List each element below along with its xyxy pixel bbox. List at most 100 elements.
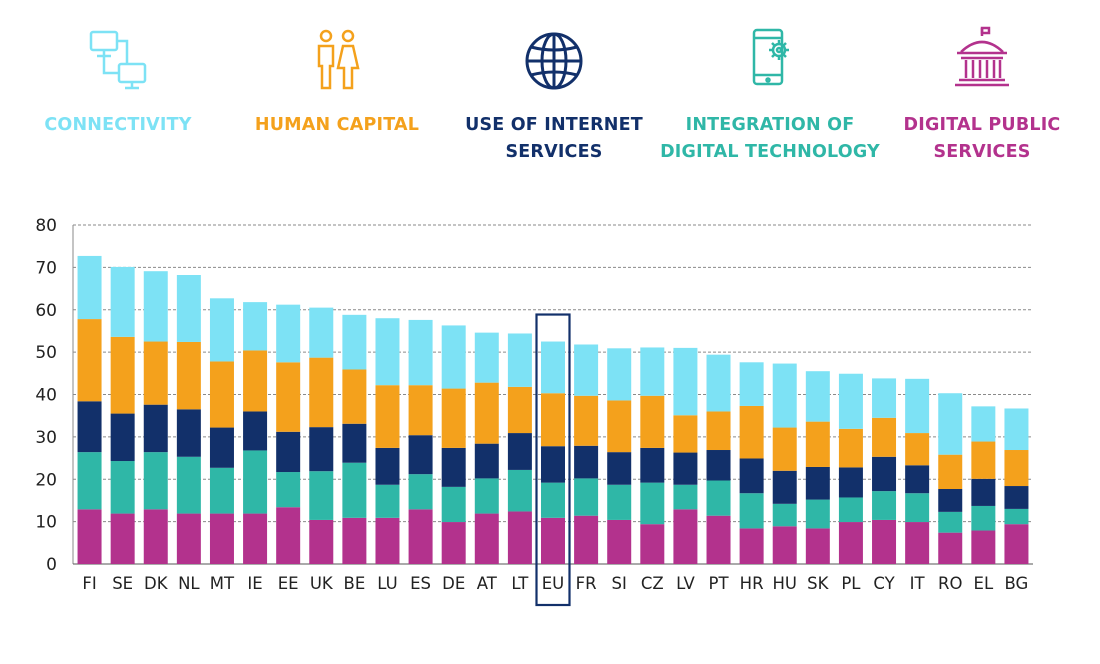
bar-segment-si — [607, 519, 632, 564]
x-tick-label: RO — [938, 574, 962, 593]
bar-segment-sk — [805, 421, 830, 467]
bar-segment-lt — [507, 386, 532, 434]
bar-segment-ro — [938, 532, 963, 564]
bar-segment-fr — [574, 478, 599, 516]
bar-segment-pt — [706, 515, 731, 564]
bar-segment-sk — [805, 528, 830, 564]
x-tick-label: DK — [144, 574, 169, 593]
bar-segment-bg — [1004, 486, 1029, 509]
x-tick-label: PT — [709, 574, 730, 593]
bar-segment-cy — [872, 456, 897, 492]
bar-segment-pt — [706, 354, 731, 412]
bar-segment-mt — [209, 467, 234, 514]
y-tick-label: 10 — [35, 513, 57, 533]
bar-segment-es — [408, 385, 433, 436]
x-tick-label: IT — [910, 574, 926, 593]
bar-segment-pt — [706, 411, 731, 451]
bar-segment-eu — [541, 517, 565, 564]
stacked-bar-chart: 0 10 20 30 40 50 60 70 80 FI SE DK NL MT IE EE UK BE LU ES D… — [35, 216, 1033, 607]
legend-label-digital-public-services: DIGITAL PUBLIC SERVICES — [903, 115, 1061, 162]
x-tick-label: BE — [344, 574, 366, 593]
x-tick-label: CZ — [641, 574, 664, 593]
bar-segment-bg — [1004, 508, 1029, 525]
x-tick-label: PL — [841, 574, 861, 593]
bar-segment-lv — [673, 415, 698, 453]
bar-segment-lu — [375, 484, 400, 518]
bar-segment-at — [474, 443, 499, 479]
legend-item-digital-public-services: DIGITAL PUBLIC SERVICES — [867, 26, 1097, 166]
y-tick-label: 50 — [35, 343, 57, 363]
human-capital-icon — [317, 29, 360, 90]
bar-segment-hr — [739, 458, 764, 494]
bar-segment-nl — [176, 275, 201, 342]
y-tick-label: 30 — [35, 428, 57, 448]
bar-segment-lu — [375, 517, 400, 564]
bar-segment-nl — [176, 513, 201, 564]
bar-segment-ro — [938, 488, 963, 512]
bar-segment-it — [905, 378, 930, 434]
bar-segment-lt — [507, 433, 532, 470]
bar-segment-at — [474, 478, 499, 514]
bar-segment-el — [971, 406, 996, 442]
bar-segment-se — [110, 461, 135, 514]
bar-segment-uk — [309, 307, 334, 358]
bar-segment-hr — [739, 493, 764, 529]
bar-segment-ee — [276, 304, 301, 363]
bar-segment-pl — [838, 467, 863, 498]
bar-segment-lv — [673, 347, 698, 416]
bar-segment-el — [971, 505, 996, 531]
x-tick-label: SE — [112, 574, 133, 593]
bar-segment-pl — [838, 428, 863, 468]
bar-segment-bg — [1004, 450, 1029, 487]
bar-segment-fi — [77, 401, 102, 453]
x-tick-label: EL — [974, 574, 994, 593]
y-tick-label: 70 — [35, 258, 57, 278]
bar-segment-pl — [838, 522, 863, 564]
bar-segment-fi — [77, 509, 102, 564]
bar-segment-ro — [938, 454, 963, 489]
bar-segment-fr — [574, 515, 599, 564]
bar-segment-es — [408, 474, 433, 510]
bar-segment-be — [342, 462, 367, 518]
eu-highlight-box — [535, 313, 571, 607]
connectivity-icon — [89, 30, 147, 90]
bar-segment-es — [408, 319, 433, 386]
x-tick-label: LU — [377, 574, 397, 593]
legend-item-integration-of-digital-technology: INTEGRATION OF DIGITAL TECHNOLOGY — [655, 26, 885, 166]
bar-segment-eu — [541, 341, 565, 394]
bar-segment-sk — [805, 371, 830, 422]
x-tick-label: BG — [1005, 574, 1029, 593]
bar-segment-be — [342, 517, 367, 564]
bar-segment-si — [607, 348, 632, 401]
bar-segment-mt — [209, 298, 234, 362]
bar-segment-eu — [541, 393, 565, 447]
bar-segment-sk — [805, 499, 830, 529]
y-tick-label: 60 — [35, 301, 57, 321]
bar-segment-it — [905, 493, 930, 523]
bar-segment-pl — [838, 373, 863, 429]
x-tick-label: DE — [442, 574, 465, 593]
bar-segment-hr — [739, 405, 764, 459]
bar-segment-lv — [673, 452, 698, 485]
y-tick-label: 0 — [46, 555, 57, 575]
bar-segment-cz — [640, 482, 665, 525]
bar-segment-lt — [507, 511, 532, 564]
x-tick-label: SI — [612, 574, 627, 593]
bar-segment-cz — [640, 347, 665, 396]
bar-segment-uk — [309, 471, 334, 520]
bar-segment-nl — [176, 409, 201, 457]
bar-segment-hu — [772, 363, 797, 428]
bar-segment-nl — [176, 456, 201, 514]
bar-segment-se — [110, 413, 135, 462]
bar-segment-es — [408, 435, 433, 475]
y-tick-label: 20 — [35, 470, 57, 490]
bar-segment-hu — [772, 526, 797, 564]
bar-segment-hr — [739, 528, 764, 564]
bar-segment-lv — [673, 509, 698, 564]
bar-segment-mt — [209, 361, 234, 428]
legend-item-human-capital: HUMAN CAPITAL — [222, 26, 452, 139]
bar-segment-it — [905, 522, 930, 564]
bar-segment-it — [905, 465, 930, 494]
bar-segment-ee — [276, 507, 301, 564]
bar-segment-eu — [541, 482, 565, 518]
